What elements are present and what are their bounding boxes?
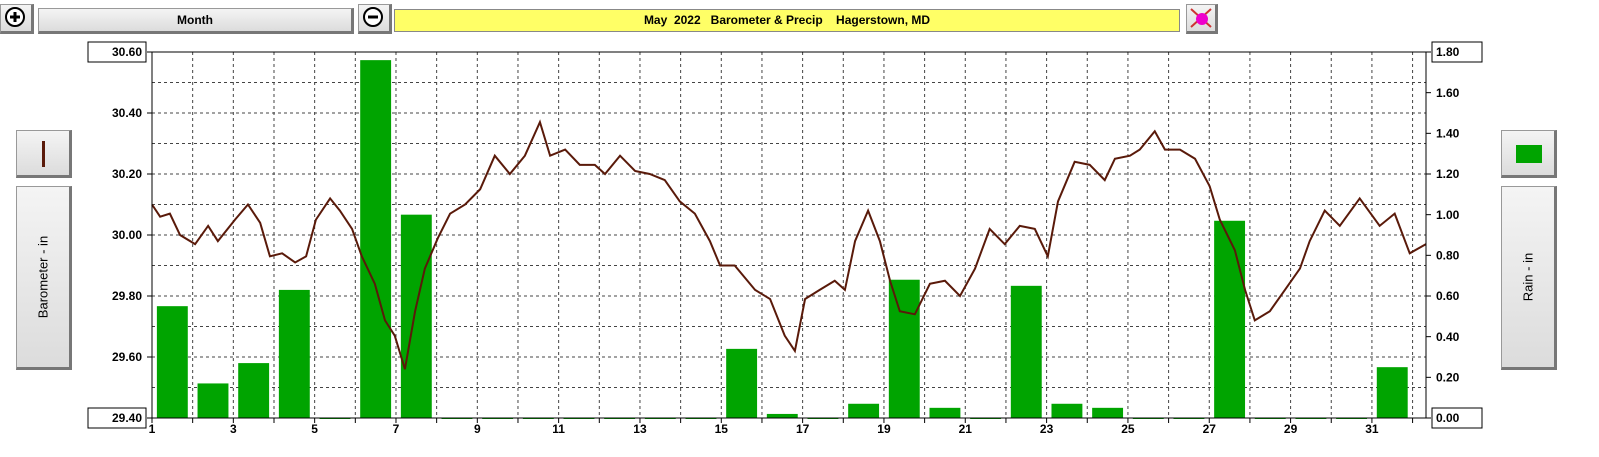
bar: [156, 306, 188, 418]
x-tick-label: 23: [1040, 422, 1054, 436]
range-button[interactable]: Month: [38, 8, 354, 34]
right-axis-button[interactable]: Rain - in: [1501, 186, 1557, 370]
y2-tick-label: 0.00: [1436, 411, 1460, 425]
bar: [360, 60, 392, 419]
y-axis-label: Barometer - in: [35, 235, 51, 319]
y2-tick-label: 0.40: [1436, 330, 1460, 344]
y2-tick-box: [1431, 41, 1483, 63]
bar: [197, 383, 229, 418]
x-tick-label: 7: [393, 422, 400, 436]
bar: [1214, 220, 1246, 418]
bar: [238, 363, 270, 418]
x-tick-label: 29: [1284, 422, 1298, 436]
bar: [441, 418, 473, 419]
bar: [726, 348, 758, 418]
plot-frame: [151, 51, 1427, 419]
range-label: Month: [177, 13, 213, 27]
y-tick-label: 30.40: [112, 106, 142, 120]
chart-title: May 2022 Barometer & Precip Hagerstown, …: [643, 13, 931, 27]
bar: [1376, 367, 1408, 418]
bar: [400, 214, 432, 418]
bar: [970, 418, 1002, 419]
rain-series-button[interactable]: [1501, 130, 1557, 178]
y-tick-label: 30.20: [112, 167, 142, 181]
y-tick-label: 30.00: [112, 228, 142, 242]
x-tick-label: 5: [311, 422, 318, 436]
bar: [1051, 403, 1083, 418]
options-icon: [1190, 8, 1212, 28]
bar: [1295, 418, 1327, 419]
x-tick-label: 25: [1121, 422, 1135, 436]
x-tick-label: 27: [1203, 422, 1217, 436]
bar: [1173, 418, 1205, 419]
bar: [1132, 418, 1164, 419]
x-tick-label: 17: [796, 422, 810, 436]
y2-axis-label: Rain - in: [1520, 252, 1536, 302]
y-tick-box: [87, 407, 147, 429]
bar: [929, 407, 961, 418]
bar: [319, 418, 351, 419]
bar: [1010, 285, 1042, 418]
y-tick-box: [87, 41, 147, 63]
bar: [1092, 407, 1124, 418]
y2-tick-label: 1.00: [1436, 208, 1460, 222]
zoom-in-button[interactable]: [0, 4, 34, 34]
bar: [644, 418, 676, 419]
bar: [604, 418, 636, 419]
x-tick-label: 21: [959, 422, 973, 436]
bar: [1254, 418, 1286, 419]
line-swatch: [42, 141, 45, 167]
zoom-out-icon: [363, 7, 383, 27]
bar: [482, 418, 514, 419]
y2-tick-label: 0.20: [1436, 371, 1460, 385]
bar: [766, 413, 798, 418]
title-bar: May 2022 Barometer & Precip Hagerstown, …: [394, 9, 1180, 32]
y2-tick-box: [1431, 407, 1483, 429]
x-tick-label: 1: [149, 422, 156, 436]
x-tick-label: 13: [633, 422, 647, 436]
y2-tick-label: 0.80: [1436, 249, 1460, 263]
y2-tick-label: 1.80: [1436, 45, 1460, 59]
y2-tick-label: 1.20: [1436, 167, 1460, 181]
y-tick-label: 29.40: [112, 411, 142, 425]
bar: [807, 418, 839, 419]
bar-swatch: [1516, 145, 1542, 163]
bar: [848, 403, 880, 418]
bar: [685, 418, 717, 419]
bar: [563, 418, 595, 419]
x-tick-label: 15: [715, 422, 729, 436]
left-axis-button[interactable]: Barometer - in: [16, 186, 72, 370]
zoom-out-button[interactable]: [358, 4, 392, 34]
y-tick-label: 29.60: [112, 350, 142, 364]
barometer-series-button[interactable]: [16, 130, 72, 178]
y-tick-label: 29.80: [112, 289, 142, 303]
zoom-in-icon: [5, 7, 25, 27]
bar: [1336, 418, 1368, 419]
bar: [522, 418, 554, 419]
x-tick-label: 9: [474, 422, 481, 436]
bar: [278, 289, 310, 418]
x-tick-label: 3: [230, 422, 237, 436]
barometer-line: [151, 119, 1427, 370]
x-tick-label: 31: [1365, 422, 1379, 436]
bar: [888, 279, 920, 418]
x-tick-label: 19: [877, 422, 891, 436]
y-tick-label: 30.60: [112, 45, 142, 59]
x-tick-label: 11: [552, 422, 565, 436]
y2-tick-label: 0.60: [1436, 289, 1460, 303]
y2-tick-label: 1.40: [1436, 127, 1460, 141]
options-button[interactable]: [1186, 4, 1218, 34]
y2-tick-label: 1.60: [1436, 86, 1460, 100]
